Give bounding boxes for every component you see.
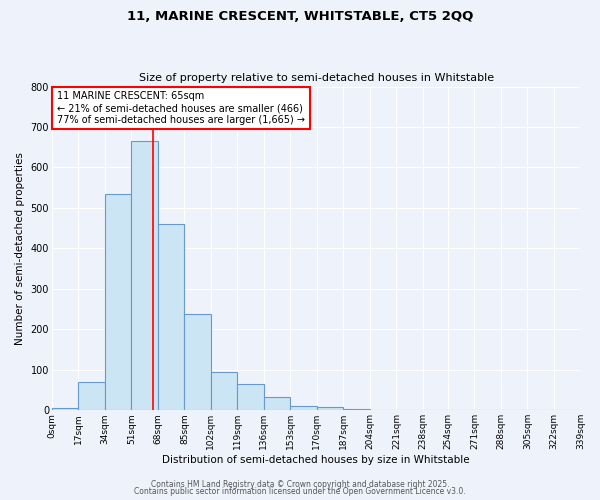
Bar xyxy=(105,194,131,410)
Y-axis label: Number of semi-detached properties: Number of semi-detached properties xyxy=(15,152,25,345)
Bar xyxy=(184,314,211,410)
X-axis label: Distribution of semi-detached houses by size in Whitstable: Distribution of semi-detached houses by … xyxy=(163,455,470,465)
Bar xyxy=(264,397,290,410)
Text: 11, MARINE CRESCENT, WHITSTABLE, CT5 2QQ: 11, MARINE CRESCENT, WHITSTABLE, CT5 2QQ xyxy=(127,10,473,23)
Bar xyxy=(290,406,317,410)
Title: Size of property relative to semi-detached houses in Whitstable: Size of property relative to semi-detach… xyxy=(139,73,494,83)
Text: 11 MARINE CRESCENT: 65sqm
← 21% of semi-detached houses are smaller (466)
77% of: 11 MARINE CRESCENT: 65sqm ← 21% of semi-… xyxy=(57,92,305,124)
Bar xyxy=(211,372,238,410)
Bar xyxy=(158,224,184,410)
Text: Contains HM Land Registry data © Crown copyright and database right 2025.: Contains HM Land Registry data © Crown c… xyxy=(151,480,449,489)
Bar xyxy=(238,384,264,410)
Text: Contains public sector information licensed under the Open Government Licence v3: Contains public sector information licen… xyxy=(134,487,466,496)
Bar xyxy=(131,141,158,410)
Bar xyxy=(79,382,105,410)
Bar xyxy=(317,407,343,410)
Bar xyxy=(52,408,79,410)
